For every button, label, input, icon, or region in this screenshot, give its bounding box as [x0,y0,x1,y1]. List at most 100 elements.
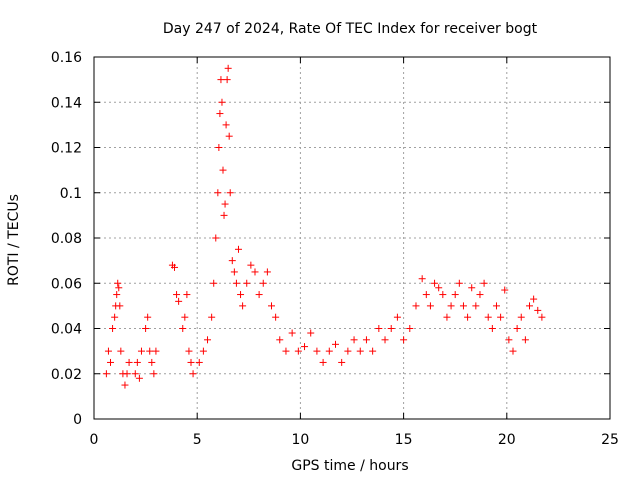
data-point [344,347,352,355]
data-point [237,291,245,299]
data-point [464,313,472,321]
data-point [255,291,263,299]
data-point [313,347,321,355]
data-point [189,370,197,378]
data-point [175,297,183,305]
data-point [234,245,242,253]
data-point [307,329,315,337]
data-point [294,347,302,355]
data-point [142,325,150,332]
data-point [488,325,496,332]
data-point [116,302,124,310]
data-point [179,325,187,332]
data-point [288,329,296,337]
data-point [406,325,414,332]
data-point [152,347,160,355]
data-point [272,313,280,321]
data-point [212,234,220,242]
data-point [492,302,500,310]
y-tick-label: 0.1 [60,186,82,202]
data-point [232,279,240,287]
x-tick-label: 0 [90,432,99,448]
data-point [185,347,193,355]
data-point [301,343,309,351]
data-point [109,325,117,332]
data-point [530,295,538,303]
data-point [431,279,439,287]
x-tick-label: 20 [498,432,516,448]
y-tick-label: 0.08 [51,231,82,247]
data-point [538,313,546,321]
data-point [259,279,267,287]
x-axis-label: GPS time / hours [291,458,408,474]
y-tick-label: 0.02 [51,367,82,383]
data-point [251,268,259,276]
data-point [144,313,152,321]
data-point [183,291,191,299]
data-point [387,325,395,332]
data-point [472,302,480,310]
data-points [102,64,546,389]
data-point [210,279,218,287]
data-point [219,166,227,174]
chart-title: Day 247 of 2024, Rate Of TEC Index for r… [163,21,538,37]
data-point [214,189,222,197]
data-point [356,347,364,355]
data-point [135,374,143,382]
data-point [393,313,401,321]
data-point [204,336,212,344]
data-point [123,370,131,378]
data-point [331,340,339,348]
data-point [509,347,517,355]
data-point [412,302,420,310]
data-point [534,306,542,314]
data-point [247,261,255,269]
data-point [443,313,451,321]
x-tick-label: 15 [395,432,413,448]
data-point [115,284,123,292]
data-point [225,132,233,140]
data-point [111,313,119,321]
x-tick-label: 5 [193,432,202,448]
plot-frame [93,56,611,420]
data-point [501,286,509,294]
data-point [263,268,271,276]
data-point [468,284,476,292]
x-tick-labels: 0 5 10 15 20 25 [90,432,619,448]
y-tick-labels: 0 0.02 0.04 0.06 0.08 0.1 0.12 0.14 0.16 [51,50,82,428]
data-point [513,325,521,332]
data-point [173,291,181,299]
data-point [187,358,195,366]
data-point [221,200,229,208]
data-point [239,302,247,310]
data-point [517,313,525,321]
data-point [113,291,121,299]
y-tick-label: 0.12 [51,141,82,157]
data-point [199,347,207,355]
data-point [125,358,133,366]
data-point [224,64,232,72]
data-point [497,313,505,321]
x-tick-label: 25 [601,432,619,448]
data-point [400,336,408,344]
data-point [117,347,125,355]
data-point [325,347,333,355]
data-point [505,336,513,344]
data-point [228,257,236,265]
data-point [526,302,534,310]
data-point [230,268,238,276]
data-point [208,313,216,321]
data-point [521,336,529,344]
data-point [131,370,139,378]
y-tick-label: 0.14 [51,95,82,111]
data-point [375,325,383,332]
data-point [223,76,231,84]
data-point [435,284,443,292]
data-point [459,302,467,310]
data-point [451,291,459,299]
data-point [114,279,122,287]
data-point [216,110,224,118]
data-point [148,358,156,366]
y-axis-label: ROTI / TECUs [6,194,22,286]
